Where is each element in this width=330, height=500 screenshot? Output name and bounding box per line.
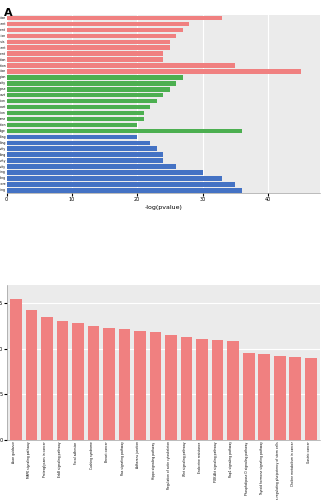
Bar: [7, 22, 189, 26]
Bar: [10, 298, 22, 440]
Bar: [7, 69, 301, 73]
Bar: [7, 64, 235, 68]
Bar: [7, 46, 170, 50]
Bar: [7, 52, 163, 56]
Bar: [7, 34, 177, 38]
Bar: [7, 117, 144, 121]
Bar: [7, 16, 222, 20]
Bar: [181, 337, 192, 440]
Bar: [72, 324, 84, 440]
Bar: [7, 75, 183, 80]
Bar: [212, 340, 223, 440]
Bar: [7, 40, 170, 44]
Bar: [7, 152, 163, 157]
Bar: [7, 176, 222, 180]
Bar: [7, 105, 150, 110]
Bar: [165, 335, 177, 440]
Bar: [289, 357, 301, 440]
Bar: [258, 354, 270, 440]
Bar: [7, 28, 183, 32]
Bar: [57, 322, 68, 440]
Bar: [119, 328, 130, 440]
Bar: [196, 339, 208, 440]
Bar: [7, 164, 177, 169]
Bar: [227, 340, 239, 440]
Bar: [7, 146, 157, 151]
Bar: [7, 99, 157, 103]
Bar: [7, 170, 203, 174]
Bar: [26, 310, 37, 440]
Bar: [7, 134, 137, 139]
Bar: [41, 317, 53, 440]
Bar: [274, 356, 285, 440]
Bar: [103, 328, 115, 440]
Bar: [150, 332, 161, 440]
X-axis label: -log(pvalue): -log(pvalue): [145, 205, 182, 210]
Bar: [88, 326, 99, 440]
Bar: [305, 358, 316, 440]
Bar: [7, 111, 144, 116]
Bar: [7, 81, 177, 86]
Bar: [7, 58, 163, 62]
Bar: [7, 182, 235, 186]
Bar: [7, 158, 163, 163]
Bar: [7, 87, 170, 92]
Bar: [7, 128, 242, 133]
Bar: [7, 122, 137, 127]
Text: A: A: [4, 8, 12, 18]
Bar: [134, 330, 146, 440]
Bar: [243, 354, 254, 440]
Bar: [7, 140, 150, 145]
Bar: [7, 93, 163, 98]
Bar: [7, 188, 242, 192]
